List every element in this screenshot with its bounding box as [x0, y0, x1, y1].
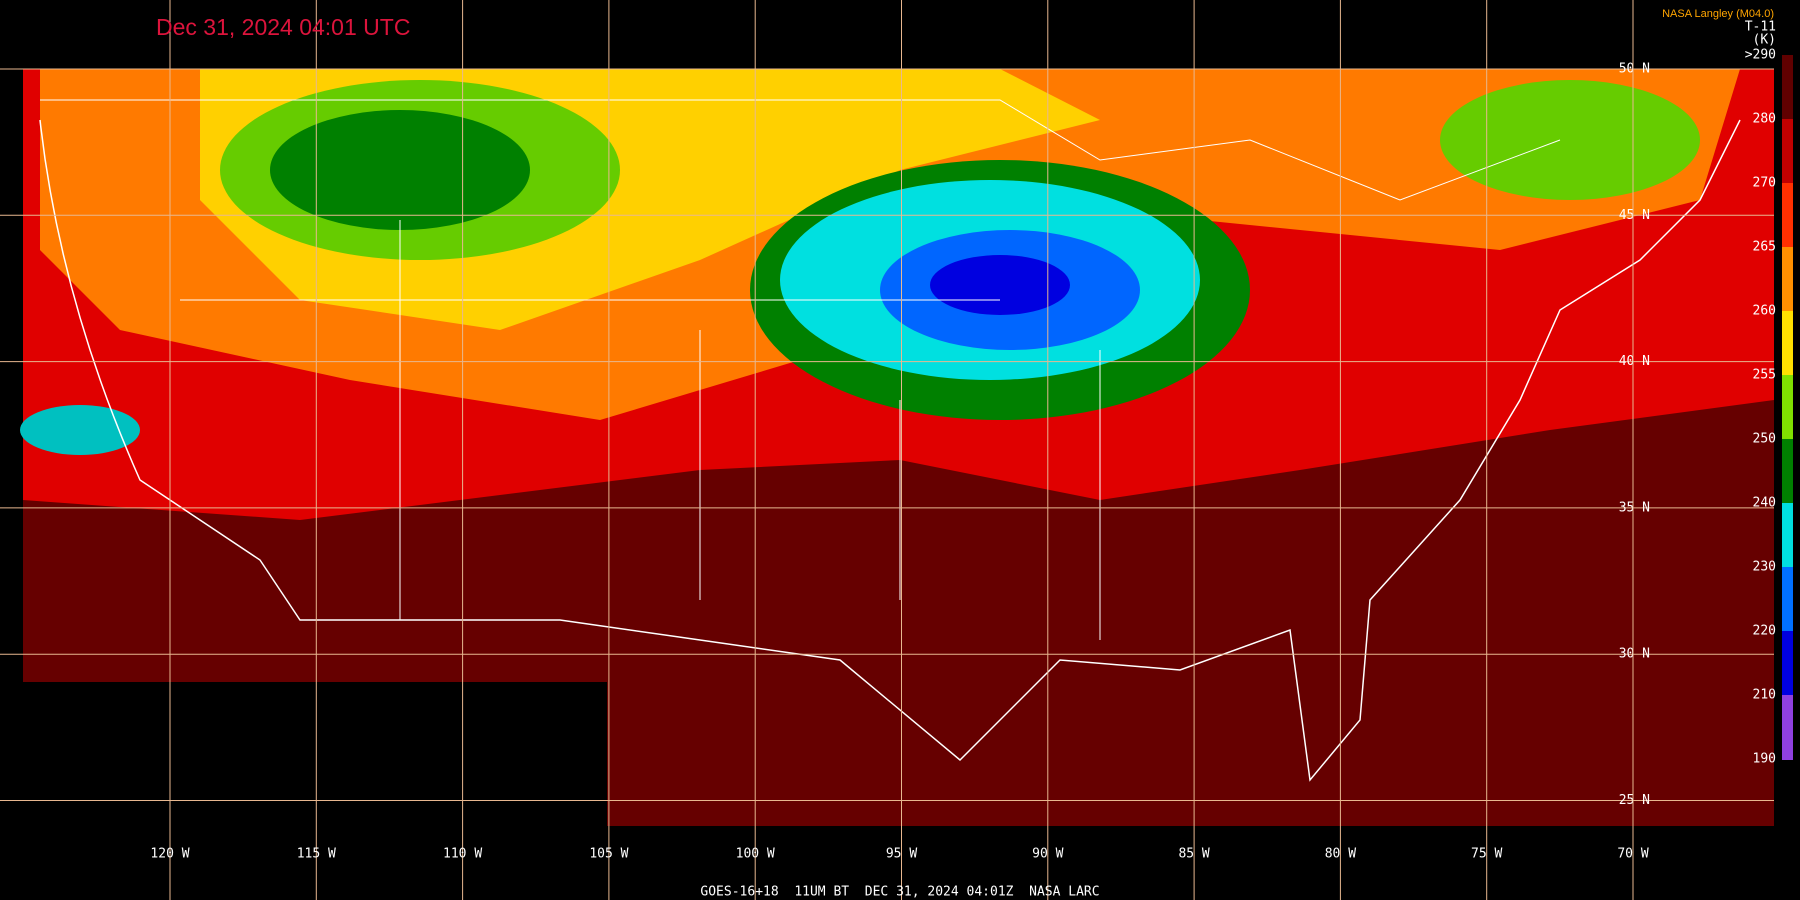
colorbar-tick-label: 220 — [1753, 624, 1776, 639]
colorbar-title: T-11 — [1745, 20, 1776, 35]
colorbar-tick-label: 230 — [1753, 560, 1776, 575]
longitude-label: 110 W — [443, 847, 482, 862]
longitude-label: 95 W — [886, 847, 917, 862]
colorbar-tick-label: >290 — [1745, 48, 1776, 63]
latitude-label: 25 N — [1619, 793, 1650, 808]
colorbar-segment — [1782, 55, 1793, 119]
state-borders — [40, 99, 1561, 640]
latitude-label: 45 N — [1619, 208, 1650, 223]
latitude-label: 30 N — [1619, 647, 1650, 662]
cloud-area — [930, 255, 1070, 315]
title: Dec 31, 2024 04:01 UTC — [156, 14, 410, 40]
colorbar-segment — [1782, 631, 1793, 695]
warm-field — [23, 400, 1774, 682]
credit: NASA Langley (M04.0) — [1662, 8, 1774, 20]
colorbar-segment — [1782, 375, 1793, 439]
longitude-label: 90 W — [1032, 847, 1063, 862]
colorbar-tick-label: 270 — [1753, 176, 1776, 191]
colorbar-segment — [1782, 439, 1793, 503]
latitude-label: 40 N — [1619, 354, 1650, 369]
longitude-label: 120 W — [150, 847, 189, 862]
colorbar-segment — [1782, 567, 1793, 631]
latitude-label: 50 N — [1619, 62, 1650, 77]
colorbar-ticks: >290 280 270 265 260 255 250 240 230 220 210 190 — [1745, 48, 1776, 767]
colorbar-segment — [1782, 183, 1793, 247]
colorbar-tick-label: 190 — [1753, 752, 1776, 767]
longitude-label: 85 W — [1178, 847, 1209, 862]
colorbar — [1782, 55, 1793, 760]
colorbar-tick-label: 210 — [1753, 688, 1776, 703]
longitude-label: 80 W — [1325, 847, 1356, 862]
colorbar-tick-label: 265 — [1753, 240, 1776, 255]
colorbar-tick-label: 260 — [1753, 304, 1776, 319]
colorbar-segment — [1782, 119, 1793, 183]
colorbar-tick-label: 280 — [1753, 112, 1776, 127]
colorbar-unit: (K) — [1753, 33, 1776, 48]
warm-field — [607, 682, 1774, 826]
colorbar-segment — [1782, 311, 1793, 375]
longitude-label: 100 W — [736, 847, 775, 862]
colorbar-tick-label: 240 — [1753, 496, 1776, 511]
imagery — [20, 69, 1774, 826]
cloud-area — [1440, 80, 1700, 200]
colorbar-segment — [1782, 503, 1793, 567]
cloud-area — [20, 405, 140, 455]
cloud-area — [270, 110, 530, 230]
longitude-label: 75 W — [1471, 847, 1502, 862]
coastline — [39, 119, 1741, 782]
longitude-label: 115 W — [297, 847, 336, 862]
longitude-label: 105 W — [589, 847, 628, 862]
colorbar-segment — [1782, 695, 1793, 760]
colorbar-segment — [1782, 247, 1793, 311]
colorbar-tick-label: 255 — [1753, 368, 1776, 383]
longitude-label: 70 W — [1617, 847, 1648, 862]
colorbar-tick-label: 250 — [1753, 432, 1776, 447]
footer: GOES-16+18 11UM BT DEC 31, 2024 04:01Z N… — [700, 885, 1099, 900]
no-data — [23, 682, 607, 826]
latitude-label: 35 N — [1619, 500, 1650, 515]
